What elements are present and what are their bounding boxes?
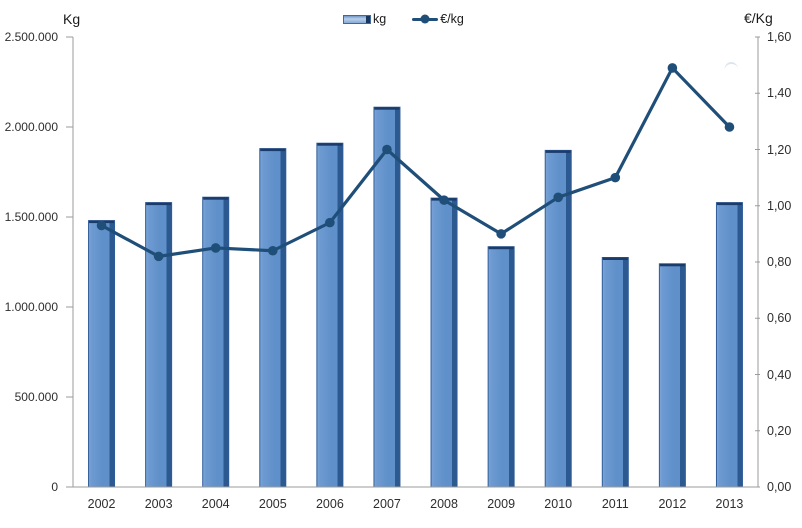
bar-2011 (601, 257, 629, 488)
line-point-2005 (267, 245, 278, 256)
line-point-2011 (610, 172, 621, 183)
left-axis-tick-label: 0 (51, 480, 58, 494)
line-point-2003 (153, 251, 164, 262)
bar-cap-2006 (317, 143, 343, 146)
right-axis-tick-label: 1,00 (767, 198, 792, 213)
right-axis-tick-label: 0,80 (767, 255, 792, 269)
bar-cap-2011 (602, 257, 628, 260)
x-axis-category-label: 2005 (258, 497, 287, 511)
line-point-2006 (325, 217, 335, 228)
line-point-2004 (210, 243, 221, 253)
left-axis-tick-label: 1.500.000 (4, 210, 58, 224)
bar-cap-2013 (716, 202, 742, 206)
x-axis-category-label: 2013 (715, 497, 744, 511)
x-axis-category-label: 2010 (544, 497, 573, 511)
x-axis-category-label: 2008 (430, 497, 458, 511)
left-axis-title: Kg (63, 11, 81, 27)
bar-cap-2012 (659, 263, 685, 267)
right-axis-tick-label: 0,20 (767, 423, 792, 438)
chart-legend: kg €/kg (343, 10, 468, 28)
right-axis-tick-label: 1,40 (767, 86, 792, 101)
bar-cap-2004 (203, 197, 229, 200)
bar-2003 (145, 202, 173, 488)
kg-series-swatch-icon (343, 14, 371, 24)
bar-2008 (430, 197, 458, 488)
kg-series-label: kg (373, 12, 387, 26)
right-axis-title: €/Kg (744, 10, 773, 26)
x-axis-category-label: 2007 (373, 497, 401, 511)
line-point-2008 (439, 195, 449, 205)
bar-cap-2009 (488, 246, 514, 250)
line-point-2013 (724, 122, 735, 132)
line-point-2009 (496, 229, 506, 239)
left-axis-tick-label: 2.500.000 (4, 30, 58, 44)
x-axis-category-label: 2004 (201, 497, 230, 511)
bar-2012 (658, 263, 686, 488)
x-axis-category-label: 2012 (658, 497, 687, 511)
bar-cap-2007 (374, 107, 400, 110)
bar-2002 (88, 220, 116, 488)
bar-cap-2003 (146, 202, 172, 206)
x-axis-category-label: 2011 (601, 497, 629, 511)
left-axis-tick-label: 1.000.000 (4, 300, 58, 314)
x-axis-category-label: 2009 (487, 497, 516, 511)
x-axis-category-label: 2006 (315, 497, 344, 511)
left-axis-tick-label: 2.000.000 (4, 120, 58, 134)
bar-2009 (487, 246, 515, 488)
right-axis-tick-label: 1,20 (767, 142, 792, 157)
bar-cap-2010 (545, 150, 571, 153)
line-point-2010 (553, 192, 564, 203)
bar-2005 (259, 148, 287, 488)
line-point-2012 (667, 63, 678, 73)
x-axis-category-label: 2002 (87, 497, 116, 511)
bar-2007 (373, 106, 401, 488)
eur-per-kg-series-swatch-icon (412, 14, 439, 24)
right-axis-tick-label: 1,60 (767, 30, 792, 44)
bar-2006 (316, 142, 344, 488)
x-axis-category-label: 2003 (144, 497, 173, 511)
right-axis-tick-label: 0,00 (767, 480, 792, 494)
bar-cap-2005 (260, 148, 286, 152)
line-marker-icon (420, 14, 430, 24)
line-point-2007 (382, 144, 392, 155)
eur-per-kg-line (99, 66, 732, 258)
bar-2013 (715, 202, 743, 488)
right-axis-tick-label: 0,40 (767, 367, 792, 382)
eur-per-kg-series-label: €/kg (440, 12, 464, 26)
bar-2004 (202, 196, 230, 488)
line-point-2002 (96, 220, 107, 231)
right-axis-tick-label: 0,60 (767, 311, 792, 326)
left-axis-tick-label: 500.000 (14, 390, 58, 404)
